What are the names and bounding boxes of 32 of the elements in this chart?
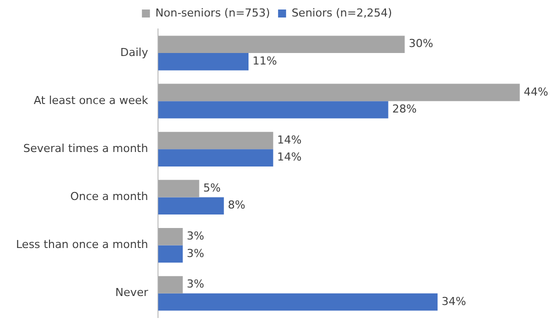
y-tick-label: Several times a month: [23, 142, 148, 156]
y-tick-label: At least once a week: [34, 94, 149, 107]
bar: [158, 36, 405, 54]
bar: [158, 245, 183, 263]
y-tick-label: Daily: [120, 46, 149, 59]
y-tick-label: Never: [115, 286, 149, 300]
data-label: 28%: [392, 102, 417, 116]
bar: [158, 180, 200, 198]
bar: [158, 197, 224, 215]
data-label: 14%: [277, 133, 302, 146]
bar: [158, 228, 183, 246]
y-tick-label: Once a month: [70, 190, 148, 204]
bar: [158, 132, 274, 150]
bar: [158, 84, 520, 102]
data-label: 14%: [277, 150, 302, 164]
bar: [158, 149, 274, 166]
data-label: 8%: [228, 198, 246, 212]
data-label: 44%: [524, 85, 548, 98]
data-label: 30%: [408, 37, 434, 50]
data-label: 5%: [203, 181, 221, 194]
data-label: 11%: [252, 54, 277, 68]
bar: [158, 276, 183, 294]
data-label: 3%: [186, 230, 204, 243]
bar: [158, 101, 388, 118]
data-label: 34%: [442, 294, 466, 308]
data-label: 3%: [186, 246, 204, 260]
legend-label: Seniors (n=2,254): [292, 6, 392, 20]
y-tick-label: Less than once a month: [16, 238, 148, 252]
bar: [158, 53, 249, 70]
data-label: 3%: [186, 278, 204, 291]
legend-label: Non-seniors (n=753): [155, 6, 270, 20]
bar: [158, 293, 438, 311]
